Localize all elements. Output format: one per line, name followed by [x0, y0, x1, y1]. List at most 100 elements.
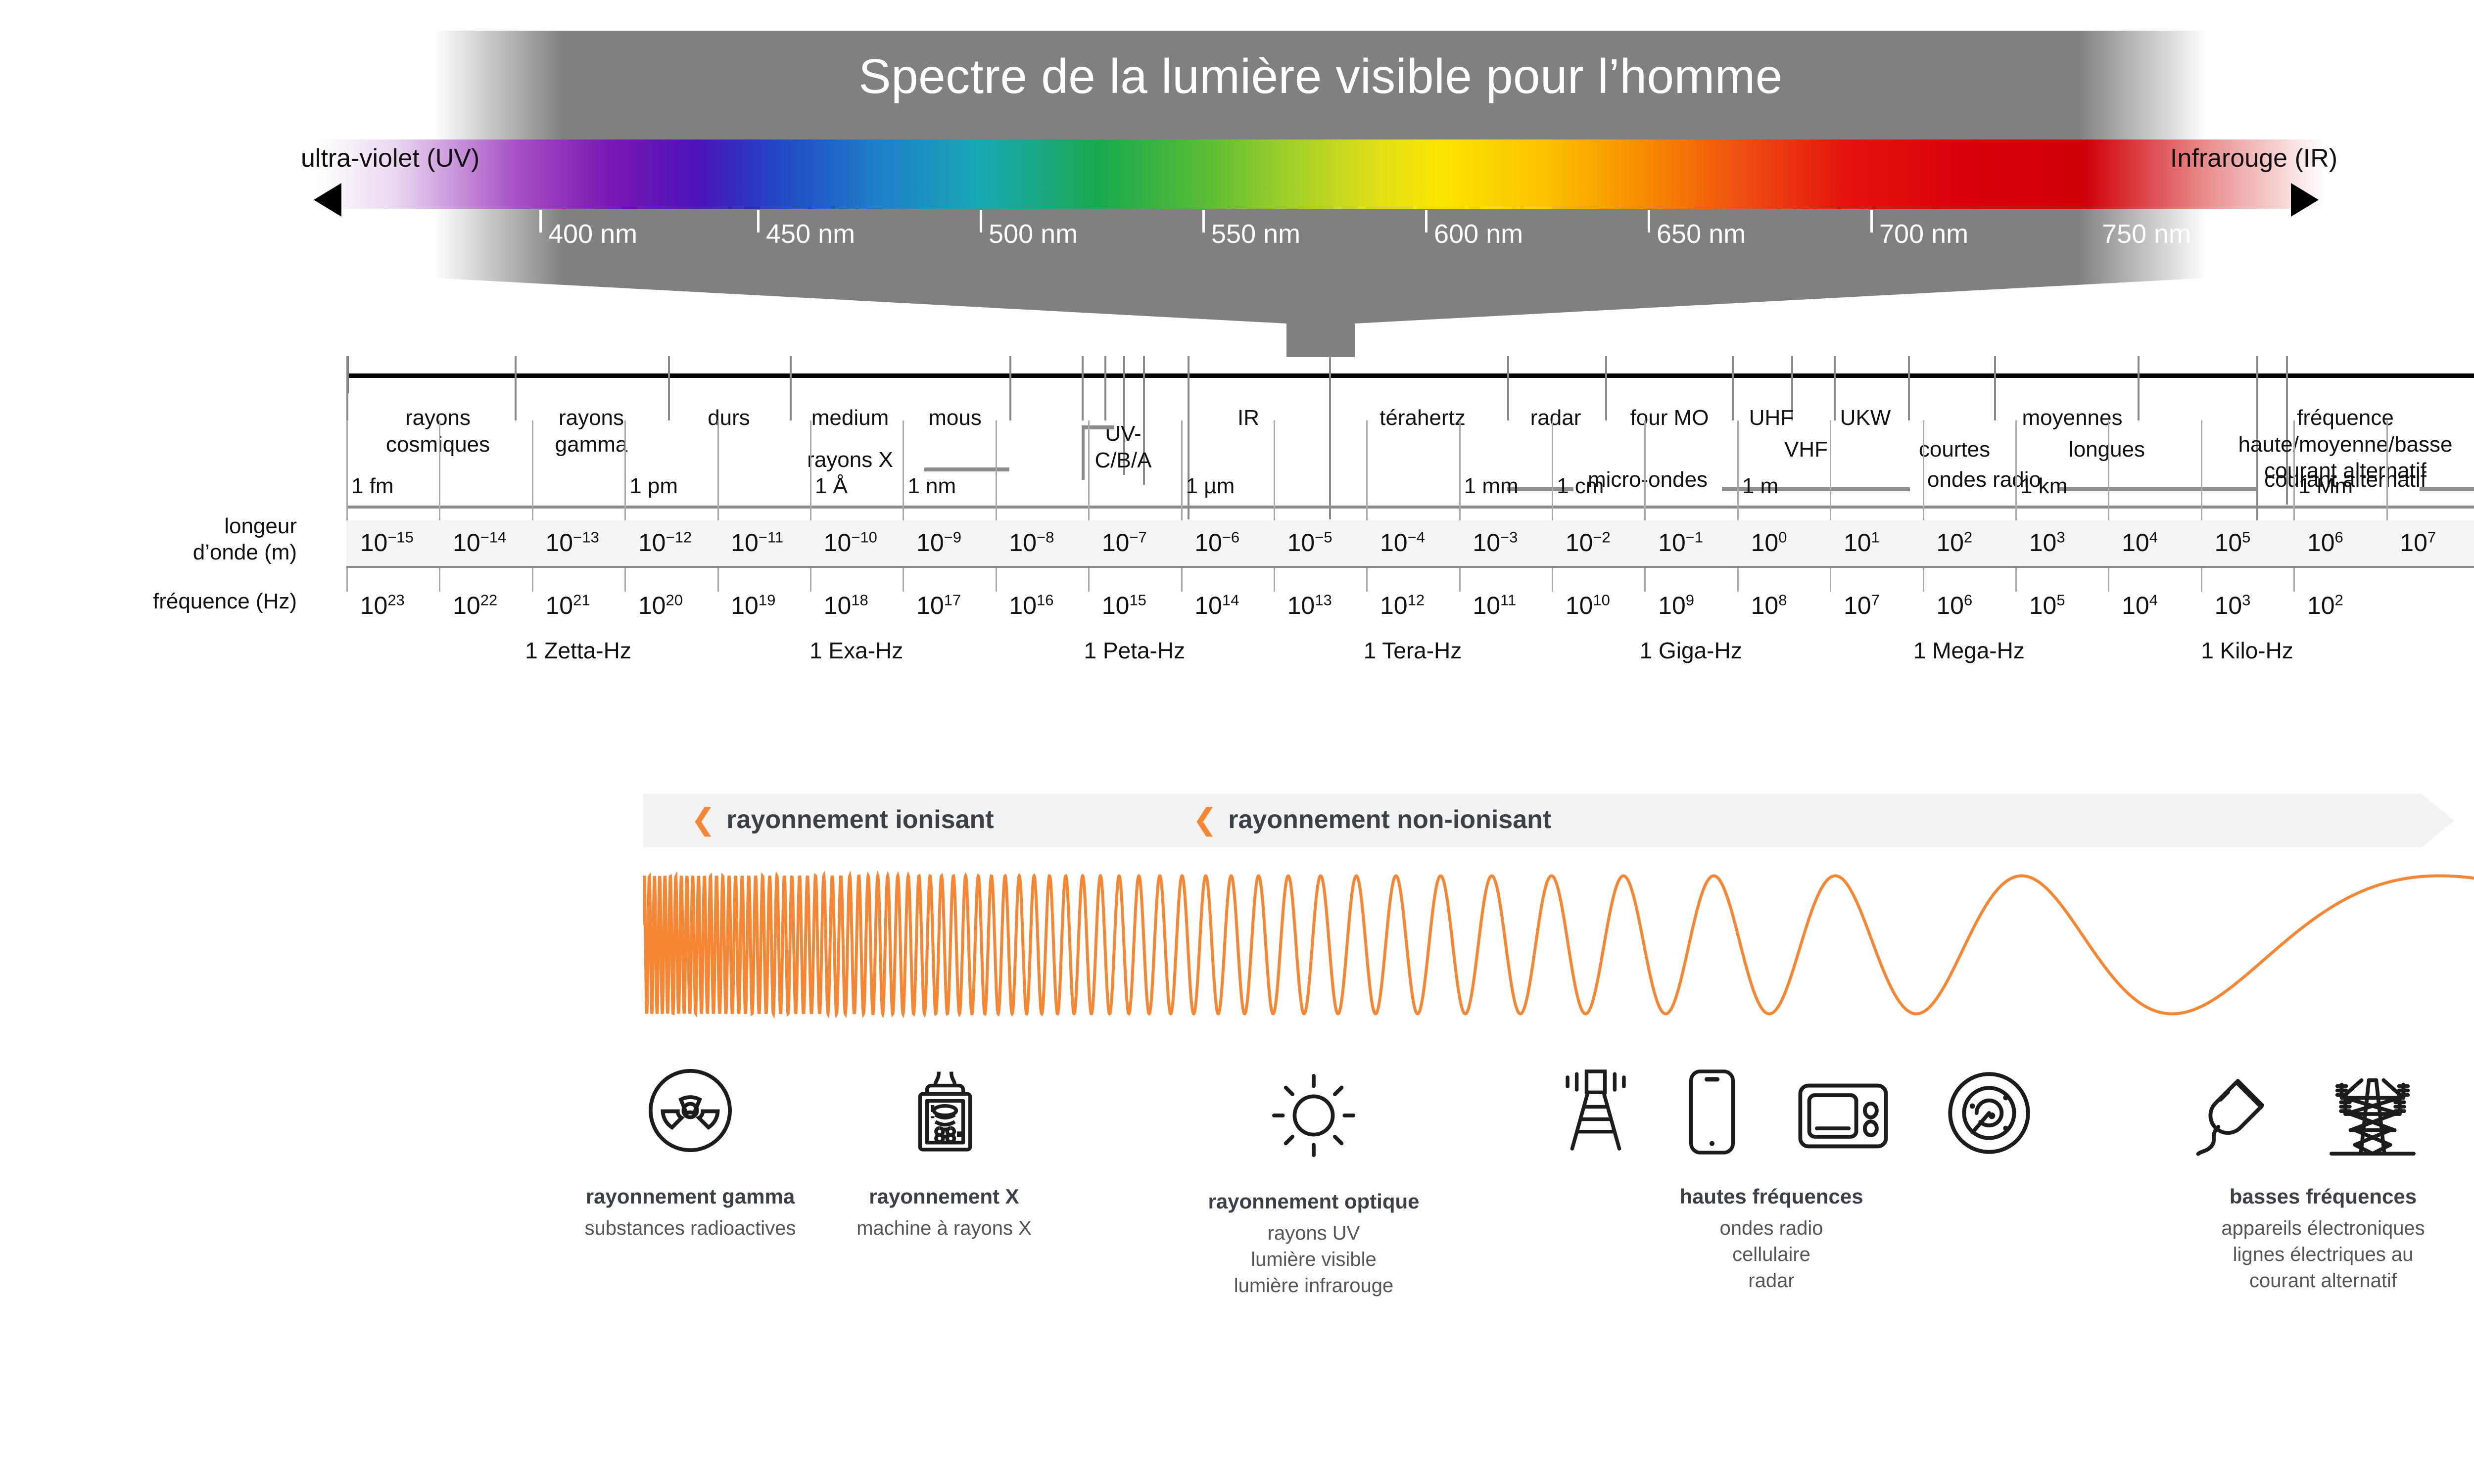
wavelength-unit-label: 1 Å	[814, 474, 848, 498]
frequency-tick	[717, 568, 719, 592]
frequency-tick	[531, 568, 533, 592]
uv-bracket	[1082, 425, 1114, 429]
wavelength-exponent: 105	[2214, 528, 2251, 556]
caption-title: rayonnement gamma	[585, 1185, 795, 1208]
gridline	[2293, 420, 2295, 506]
band-label: longues	[2068, 437, 2145, 462]
band-divider	[1123, 356, 1125, 475]
banner-background	[643, 794, 2454, 847]
gridline	[2108, 506, 2110, 520]
gridline	[1181, 420, 1183, 506]
wavelength-unit-label: 1 mm	[1464, 474, 1519, 498]
gridline	[809, 420, 811, 506]
left-arrow-icon	[314, 183, 341, 217]
wavelength-unit-label: 1 km	[2020, 474, 2068, 498]
frequency-exponent: 1017	[916, 591, 961, 619]
gridline	[439, 420, 441, 506]
frequency-exponent: 102	[2307, 591, 2343, 619]
frequency-tick	[2015, 568, 2017, 592]
banner-item-non-ionisant: ❮ rayonnement non-ionisant	[1192, 805, 1551, 835]
frequency-exponent: 1022	[453, 591, 498, 619]
gridline	[717, 506, 719, 520]
pylon-cell	[2326, 1068, 2420, 1162]
wavelength-exponent: 10−6	[1194, 528, 1240, 556]
wavelength-exponent: 104	[2122, 528, 2158, 556]
wavelength-exponent: 106	[2307, 528, 2343, 556]
gridline	[1273, 506, 1275, 520]
gridline	[624, 420, 626, 506]
wavelength-strip	[346, 520, 2474, 566]
wavelength-exponent: 10−8	[1009, 528, 1054, 556]
nm-tick	[1425, 210, 1427, 232]
band-label: durs	[708, 406, 750, 430]
radar-cell	[1945, 1068, 2034, 1158]
gridline	[1737, 506, 1739, 520]
radio-tower-cell	[1554, 1067, 1638, 1157]
caption-sub: lignes électriques au	[2233, 1243, 2414, 1265]
gridline	[717, 420, 719, 506]
gridline	[2200, 420, 2202, 506]
band-label: radar	[1530, 406, 1581, 430]
gridline	[1644, 506, 1646, 520]
wavelength-unit-label: 1 nm	[907, 474, 956, 498]
frequency-exponent: 1023	[360, 591, 405, 619]
group-bracket	[2058, 487, 2256, 491]
pylon-icon	[2330, 1078, 2416, 1156]
category-gamma: rayonnement gamma substances radioactive…	[585, 1064, 796, 1239]
frequency-exponent: 1011	[1473, 591, 1517, 619]
frequency-tick	[1737, 568, 1739, 592]
band-divider	[1791, 356, 1793, 420]
frequency-tick	[2293, 568, 2295, 592]
frequency-exponent: 106	[1936, 591, 1973, 619]
band-divider	[790, 356, 792, 420]
gridline	[2015, 506, 2017, 520]
gridline	[2200, 506, 2202, 520]
frequency-tick	[1459, 568, 1461, 592]
wavelength-exponent: 103	[2029, 528, 2065, 556]
wavelength-exponent: 10−10	[823, 528, 877, 556]
gridline	[995, 506, 997, 520]
gridline	[1366, 420, 1368, 506]
group-label: courant alternatif	[2264, 467, 2426, 492]
chevron-left-icon: ❮	[691, 803, 716, 836]
band-divider	[2286, 356, 2288, 505]
visible-light-header: Spectre de la lumière visible pour l’hom…	[0, 0, 2474, 357]
band-divider	[1908, 356, 1910, 420]
caption-high-frequency: hautes fréquences ondes radio cellulaire…	[1603, 1185, 1940, 1294]
wavelength-exponent: 10−7	[1101, 528, 1147, 556]
band-label: rayons cosmiques	[385, 406, 490, 457]
caption-sub: substances radioactives	[584, 1217, 796, 1239]
caption-sub: courant alternatif	[2249, 1269, 2397, 1292]
frequency-exponent: 1014	[1194, 591, 1239, 619]
gridline	[2015, 420, 2017, 506]
caption-title: basses fréquences	[2229, 1185, 2417, 1208]
right-arrow-icon	[2291, 183, 2319, 217]
frequency-exponent: 1012	[1380, 591, 1425, 619]
ionizing-banner: ❮ rayonnement ionisant ❮ rayonnement non…	[643, 794, 2454, 847]
band-divider	[515, 356, 517, 420]
gridline	[1459, 420, 1461, 506]
nm-tick	[1648, 210, 1650, 232]
band-label: VHF	[1784, 437, 1828, 462]
frequency-named-label: 1 Giga-Hz	[1639, 638, 1742, 663]
wavelength-exponent: 10−9	[916, 528, 962, 556]
band-label: térahertz	[1380, 406, 1466, 430]
frequency-exponent: 1013	[1287, 591, 1332, 619]
caption-sub: rayons UV	[1267, 1222, 1360, 1244]
frequency-tick	[1366, 568, 1368, 592]
wavelength-exponent: 107	[2400, 528, 2436, 556]
frequency-tick	[995, 568, 997, 592]
visible-spectrum-band	[317, 139, 2326, 209]
em-spectrum-axis: rayons cosmiques rayons gamma durs medium mous…	[0, 346, 2474, 752]
gridline	[995, 420, 997, 506]
wavelength-exponent: 10−13	[545, 528, 599, 556]
band-divider	[1188, 356, 1189, 519]
wavelength-exponent: 10−15	[360, 528, 414, 556]
wavelength-unit-label: 1 Mm	[2298, 474, 2353, 498]
band-label: UKW	[1840, 406, 1891, 430]
caption-sub: cellulaire	[1732, 1243, 1810, 1265]
gridline	[1830, 420, 1832, 506]
frequency-named-label: 1 Zetta-Hz	[525, 638, 631, 663]
frequency-tick	[439, 568, 441, 592]
frequency-exponent: 1010	[1565, 591, 1610, 619]
